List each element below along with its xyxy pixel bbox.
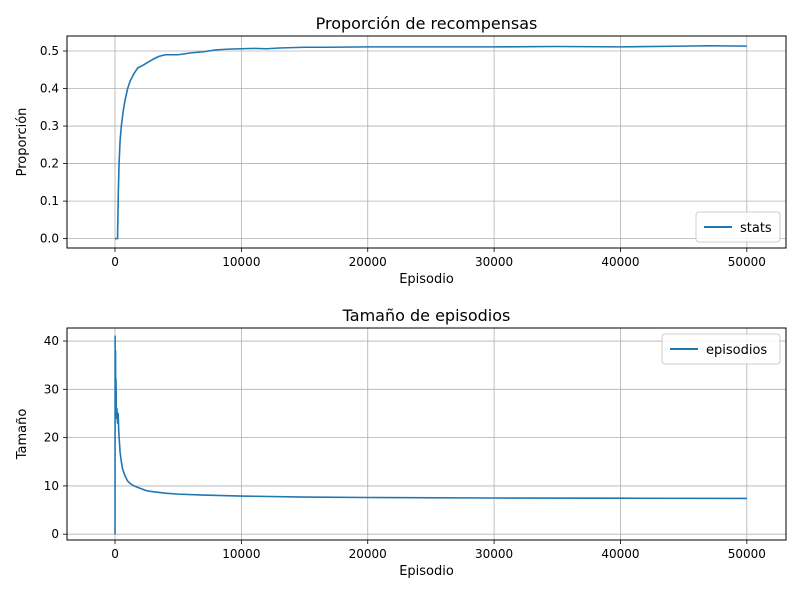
y-tick-label: 10	[44, 479, 59, 493]
x-tick-label: 40000	[601, 255, 639, 269]
legend: episodios	[661, 333, 781, 365]
y-tick-label: 0	[51, 527, 59, 541]
x-tick-label: 0	[111, 547, 119, 561]
y-tick-label: 30	[44, 382, 59, 396]
y-tick-label: 0.5	[40, 44, 59, 58]
y-tick-label: 0.0	[40, 232, 59, 246]
x-tick-label: 30000	[475, 547, 513, 561]
axes-frame	[66, 327, 787, 541]
series-line-episodios	[114, 335, 747, 535]
x-tick-label: 10000	[222, 547, 260, 561]
x-axis-label: Episodio	[399, 272, 454, 287]
chart-1: Proporción de recompensas 0 10000 20000 3000…	[15, 14, 787, 287]
x-tick-label: 10000	[222, 255, 260, 269]
legend: stats	[695, 211, 781, 243]
legend-box	[661, 333, 781, 365]
y-axis-label: Tamaño	[15, 409, 30, 461]
x-axis-label: Episodio	[399, 564, 454, 579]
x-tick-label: 30000	[475, 255, 513, 269]
x-tick-label: 20000	[349, 547, 387, 561]
y-tick-label: 40	[44, 334, 59, 348]
chart-title: Proporción de recompensas	[316, 14, 538, 33]
axes-frame	[66, 35, 787, 249]
y-tick-label: 0.2	[40, 157, 59, 171]
series-line-stats	[115, 44, 747, 240]
y-tick-label: 0.1	[40, 194, 59, 208]
x-tick-label: 40000	[601, 547, 639, 561]
legend-entry: stats	[740, 221, 772, 236]
chart-2: Tamaño de episodios 0 10000 20000 30000 40000…	[15, 306, 787, 579]
legend-entry: episodios	[706, 343, 767, 358]
y-tick-label: 20	[44, 431, 59, 445]
x-tick-label: 50000	[728, 547, 766, 561]
y-axis-label: Proporción	[15, 108, 30, 177]
chart-title: Tamaño de episodios	[342, 306, 511, 325]
y-tick-label: 0.3	[40, 119, 59, 133]
x-tick-label: 0	[111, 255, 119, 269]
x-tick-label: 50000	[728, 255, 766, 269]
x-tick-label: 20000	[349, 255, 387, 269]
legend-box	[695, 211, 781, 243]
y-tick-label: 0.4	[40, 82, 59, 96]
